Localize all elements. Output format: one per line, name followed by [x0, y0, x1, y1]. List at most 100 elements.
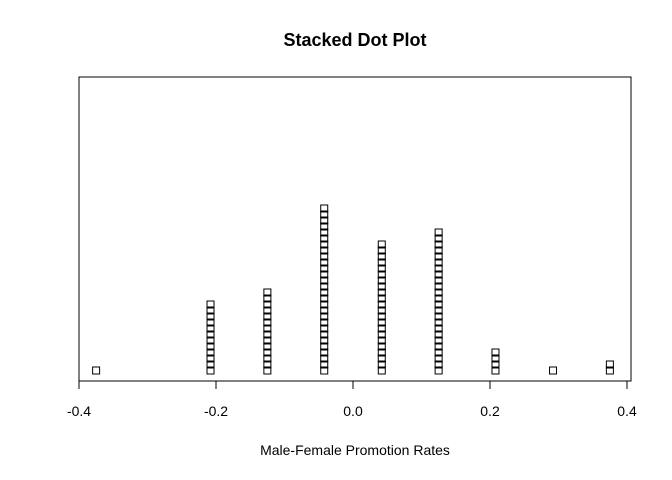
data-point	[263, 348, 272, 357]
data-point	[491, 360, 500, 369]
data-point	[377, 366, 386, 375]
data-point	[434, 282, 443, 291]
x-tick-label: 0.4	[617, 403, 637, 419]
data-point	[320, 318, 329, 327]
data-point	[320, 306, 329, 315]
data-point	[320, 282, 329, 291]
data-point	[263, 336, 272, 345]
data-point	[377, 252, 386, 261]
data-point	[263, 312, 272, 321]
data-point	[263, 342, 272, 351]
data-point	[320, 342, 329, 351]
data-point	[320, 336, 329, 345]
data-point	[491, 348, 500, 357]
x-tick-label: -0.2	[204, 403, 228, 419]
data-point	[434, 246, 443, 255]
x-tick-label: 0.0	[343, 403, 363, 419]
data-point	[320, 294, 329, 303]
data-point	[320, 360, 329, 369]
data-point	[263, 324, 272, 333]
data-point	[320, 216, 329, 225]
data-point	[434, 294, 443, 303]
data-point	[434, 234, 443, 243]
data-point	[206, 366, 215, 375]
data-point	[377, 282, 386, 291]
data-point	[320, 288, 329, 297]
data-point	[320, 222, 329, 231]
data-point	[320, 300, 329, 309]
data-point	[434, 252, 443, 261]
data-point	[206, 306, 215, 315]
plot-frame	[78, 76, 632, 382]
data-point	[434, 270, 443, 279]
data-point	[491, 354, 500, 363]
data-point	[377, 360, 386, 369]
data-point	[377, 300, 386, 309]
data-point	[377, 294, 386, 303]
data-point	[377, 240, 386, 249]
data-point	[206, 330, 215, 339]
x-tick-label: 0.2	[480, 403, 500, 419]
data-point	[320, 264, 329, 273]
data-point	[434, 348, 443, 357]
data-point	[434, 258, 443, 267]
data-point	[377, 330, 386, 339]
data-point	[263, 366, 272, 375]
data-point	[434, 228, 443, 237]
data-point	[206, 318, 215, 327]
data-point	[491, 366, 500, 375]
data-point	[206, 348, 215, 357]
data-point	[377, 342, 386, 351]
data-point	[434, 366, 443, 375]
data-point	[434, 240, 443, 249]
data-point	[377, 306, 386, 315]
data-point	[605, 360, 614, 369]
data-point	[320, 348, 329, 357]
data-point	[434, 306, 443, 315]
chart-title: Stacked Dot Plot	[283, 30, 426, 50]
data-point	[549, 366, 558, 375]
data-point	[320, 252, 329, 261]
data-point	[377, 312, 386, 321]
data-point	[320, 234, 329, 243]
data-point	[377, 276, 386, 285]
data-point	[434, 264, 443, 273]
data-point	[92, 366, 101, 375]
data-point	[263, 288, 272, 297]
data-point	[320, 210, 329, 219]
data-point	[377, 318, 386, 327]
data-point	[434, 318, 443, 327]
data-point	[377, 354, 386, 363]
data-point	[263, 306, 272, 315]
x-axis: -0.4 -0.2 0.0 0.2 0.4	[67, 380, 637, 419]
data-point	[206, 312, 215, 321]
data-point	[377, 348, 386, 357]
data-point	[263, 300, 272, 309]
data-point	[605, 366, 614, 375]
data-point	[434, 354, 443, 363]
dot-stacks	[92, 204, 614, 375]
data-point	[320, 270, 329, 279]
data-point	[320, 366, 329, 375]
data-point	[320, 204, 329, 213]
data-point	[206, 354, 215, 363]
data-point	[263, 330, 272, 339]
data-point	[320, 354, 329, 363]
data-point	[206, 300, 215, 309]
data-point	[377, 264, 386, 273]
data-point	[320, 228, 329, 237]
data-point	[320, 312, 329, 321]
data-point	[320, 324, 329, 333]
data-point	[377, 270, 386, 279]
data-point	[434, 342, 443, 351]
data-point	[320, 246, 329, 255]
data-point	[434, 312, 443, 321]
data-point	[206, 324, 215, 333]
data-point	[377, 336, 386, 345]
data-point	[206, 342, 215, 351]
data-point	[434, 336, 443, 345]
data-point	[434, 276, 443, 285]
data-point	[377, 246, 386, 255]
data-point	[320, 240, 329, 249]
data-point	[206, 336, 215, 345]
